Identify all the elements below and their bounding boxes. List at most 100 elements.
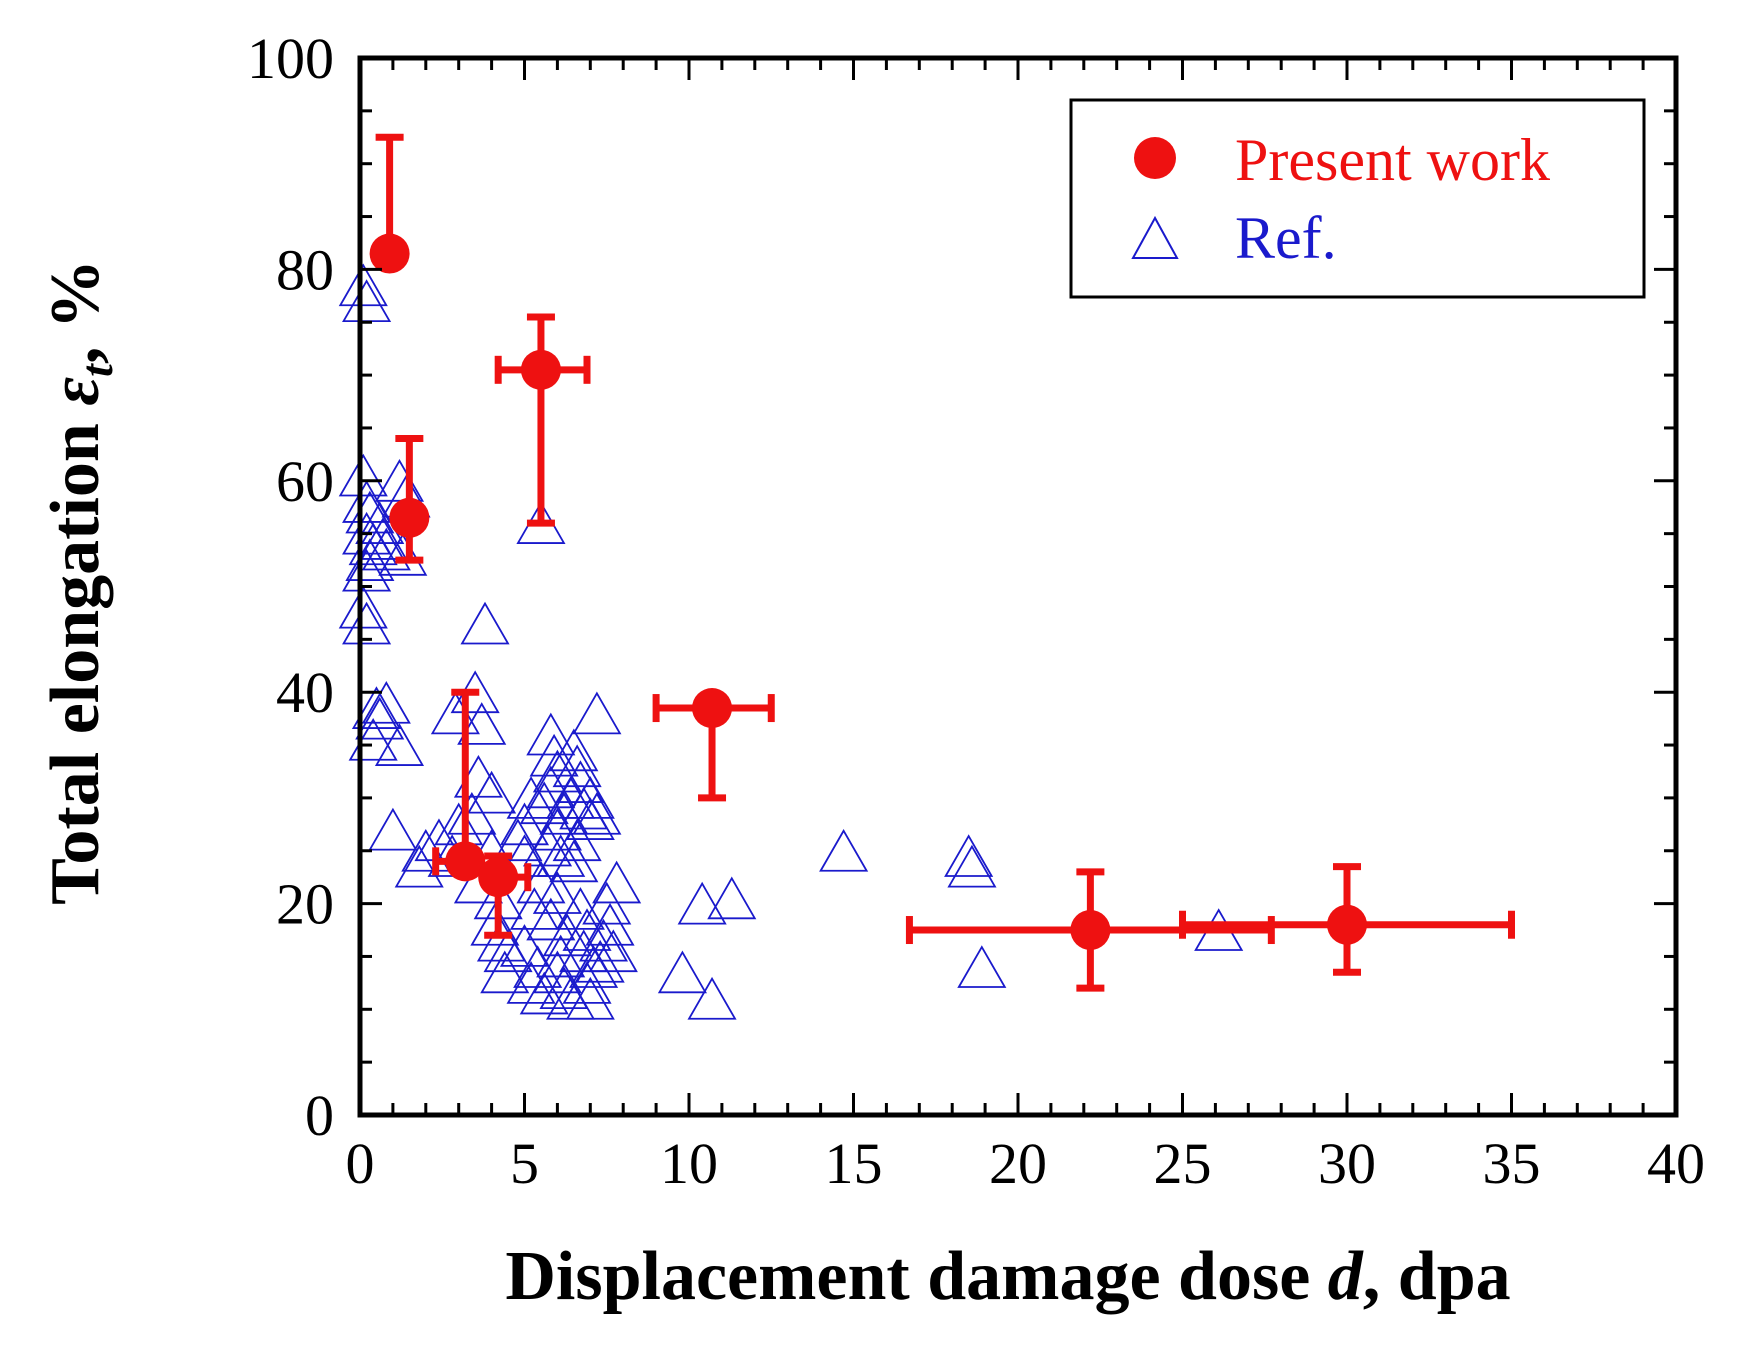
ref-triangle-point xyxy=(467,770,517,814)
ref-triangle-point xyxy=(342,480,392,523)
ref-triangle-point xyxy=(338,585,388,629)
ref-triangle-point xyxy=(483,929,533,973)
ref-triangle-point xyxy=(575,939,625,983)
ref-triangle-point xyxy=(552,744,602,788)
ref-triangle-point xyxy=(358,517,408,560)
ref-triangle-point xyxy=(569,945,619,988)
ref-triangle-point xyxy=(506,961,556,1004)
x-axis-title-prefix: Displacement damage dose xyxy=(505,1238,1327,1315)
ref-triangle-point xyxy=(368,807,418,851)
ref-triangle-point xyxy=(519,971,569,1015)
legend-marker-ref xyxy=(1131,215,1179,259)
ref-triangle-point xyxy=(374,723,425,766)
x-tick-label: 5 xyxy=(510,1131,539,1196)
ref-triangle-point xyxy=(532,950,582,994)
ref-triangle-point xyxy=(585,902,635,946)
x-tick-label: 20 xyxy=(989,1131,1047,1196)
ref-triangle-point xyxy=(539,791,589,835)
ref-triangle-point xyxy=(526,765,576,809)
y-tick-labels: 0 20 40 60 80 100 xyxy=(247,26,334,1148)
ref-triangle-point xyxy=(562,961,612,1004)
x-tick-label: 10 xyxy=(660,1131,718,1196)
present-work-point-group xyxy=(652,688,775,802)
ref-triangle-point xyxy=(947,844,997,888)
ref-triangle-point xyxy=(677,881,727,925)
x-axis-title: Displacement damage dose d, dpa xyxy=(505,1238,1510,1315)
ref-triangle-point xyxy=(588,929,638,973)
present-work-point-group xyxy=(1179,863,1515,976)
legend-marker-present-work xyxy=(1134,137,1176,179)
ref-triangle-point xyxy=(549,728,599,772)
present-work-point xyxy=(1070,910,1111,951)
ref-triangle-point xyxy=(687,976,737,1020)
ref-triangle-point xyxy=(532,871,582,914)
ref-triangle-point xyxy=(342,548,392,592)
legend: Present work Ref. xyxy=(1069,98,1646,299)
ref-triangle-point xyxy=(572,791,622,835)
present-work-point-group xyxy=(494,313,591,527)
y-tick-label: 20 xyxy=(276,872,334,937)
y-tick-label: 60 xyxy=(276,449,334,514)
ref-triangle-point xyxy=(460,601,510,645)
x-tick-label: 40 xyxy=(1647,1131,1705,1196)
present-work-point-group xyxy=(432,688,486,882)
x-tick-labels: 0 5 10 15 20 25 30 35 40 xyxy=(346,1131,1706,1196)
y-axis-title: Total elongation εt, % xyxy=(37,259,122,905)
ref-triangle-point xyxy=(447,791,497,835)
ref-triangle-point xyxy=(470,902,520,946)
ref-triangle-point xyxy=(565,776,615,819)
x-axis-title-unit: , dpa xyxy=(1363,1238,1511,1315)
y-tick-label: 80 xyxy=(276,237,334,302)
ref-triangle-point xyxy=(944,834,994,877)
present-work-point xyxy=(389,497,430,538)
plot-frame xyxy=(357,55,1679,1118)
y-tick-label: 40 xyxy=(276,660,334,725)
ref-triangle-point xyxy=(526,712,576,756)
present-work-point xyxy=(445,841,486,882)
present-work-series xyxy=(369,133,1515,992)
present-work-point-group xyxy=(478,852,532,939)
present-work-point xyxy=(1327,904,1367,945)
ref-triangle-point xyxy=(582,881,632,925)
y-tick-label: 0 xyxy=(305,1083,334,1148)
x-tick-label: 15 xyxy=(825,1131,883,1196)
ref-triangle-point xyxy=(394,844,444,888)
ref-triangle-point xyxy=(499,802,550,846)
present-work-point xyxy=(692,688,733,729)
ref-triangle-point xyxy=(536,934,586,978)
ref-triangle-point xyxy=(480,950,530,994)
ref-triangle-point xyxy=(355,696,405,740)
present-work-point xyxy=(478,857,519,898)
y-axis-title-subscript: t xyxy=(71,363,122,377)
ref-triangle-point xyxy=(542,913,592,957)
y-axis-title-unit: , % xyxy=(37,259,114,364)
ref-triangle-point xyxy=(707,876,757,920)
present-work-point xyxy=(369,233,410,274)
y-axis-title-variable: ε xyxy=(37,377,114,406)
ref-triangle-point xyxy=(378,532,428,576)
ref-triangle-point xyxy=(522,823,573,867)
ref-triangle-point xyxy=(361,680,411,724)
ref-triangle-point xyxy=(536,834,586,877)
ref-triangle-point xyxy=(532,749,582,793)
ref-triangle-point xyxy=(499,924,550,967)
ref-triangle-point xyxy=(342,601,392,645)
y-tick-label: 100 xyxy=(247,26,334,91)
ref-triangle-point xyxy=(361,527,411,571)
x-tick-label: 30 xyxy=(1318,1131,1376,1196)
x-tick-label: 35 xyxy=(1483,1131,1541,1196)
x-tick-label: 0 xyxy=(346,1131,375,1196)
y-axis-title-prefix: Total elongation xyxy=(37,406,114,905)
present-work-point-group xyxy=(369,133,410,274)
ref-triangle-point xyxy=(572,691,622,735)
ref-triangle-point xyxy=(578,918,629,962)
ref-triangle-point xyxy=(529,733,579,777)
ref-triangle-point xyxy=(565,797,615,840)
ref-triangle-point xyxy=(457,702,507,745)
ref-triangle-point xyxy=(552,818,602,862)
ref-triangle-point xyxy=(493,818,543,862)
ref-triangle-point xyxy=(657,950,707,994)
ref-triangle-point xyxy=(506,776,556,819)
legend-label-ref: Ref. xyxy=(1235,205,1337,271)
